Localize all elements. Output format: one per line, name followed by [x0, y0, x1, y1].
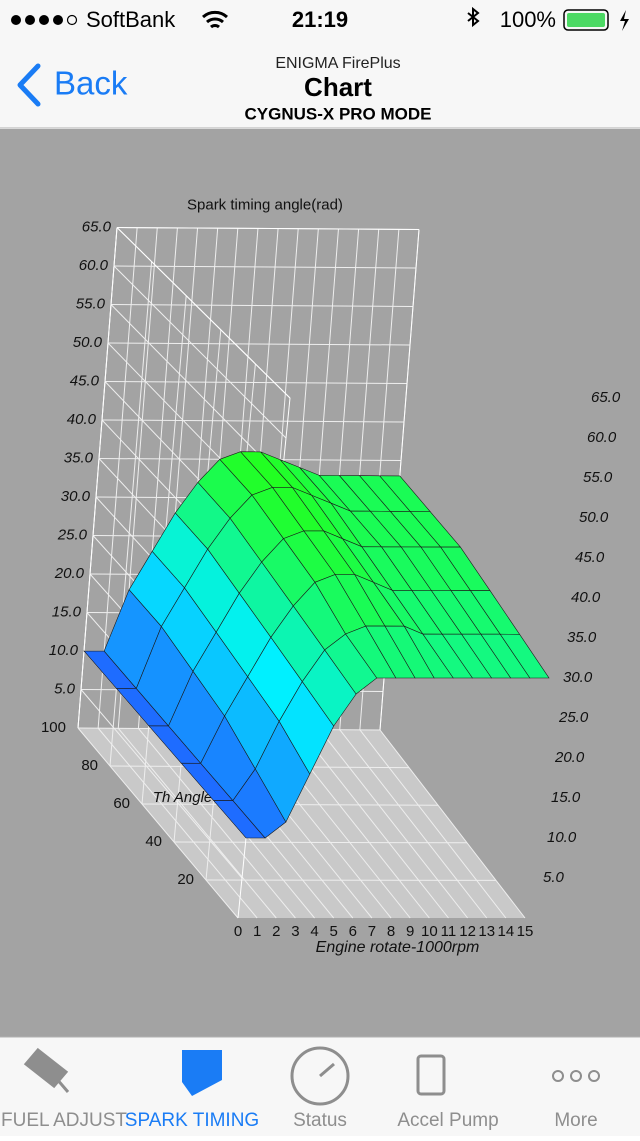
z2-tick-label: 50.0 [579, 509, 609, 526]
x-tick-label: 9 [406, 923, 414, 940]
z2-tick-label: 20.0 [554, 749, 585, 766]
battery-level [567, 13, 605, 27]
x-tick-label: 14 [498, 923, 515, 940]
z-tick-label: 25.0 [57, 526, 88, 543]
status-bar: SoftBank 21:19 100% [11, 7, 629, 32]
x-tick-label: 11 [441, 923, 457, 940]
z-tick-label: 60.0 [79, 257, 109, 274]
carrier: SoftBank [86, 7, 176, 32]
z-tick-label: 10.0 [49, 642, 79, 659]
mode: CYGNUS-X PRO MODE [244, 104, 431, 123]
z-tick-label: 30.0 [61, 488, 91, 505]
z-tick-label: 35.0 [64, 449, 94, 466]
app-name: ENIGMA FirePlus [275, 55, 400, 72]
z-tick-label: 55.0 [76, 295, 106, 312]
x-tick-label: 5 [329, 923, 337, 940]
z-tick-label: 40.0 [67, 411, 97, 428]
y-tick-label: 60 [113, 795, 130, 812]
y-tick-label: 100 [41, 719, 66, 736]
z-tick-label: 20.0 [54, 565, 85, 582]
x-tick-label: 0 [234, 923, 242, 940]
z-tick-label: 50.0 [73, 334, 103, 351]
z-tick-label: 5.0 [54, 680, 76, 697]
z2-tick-label: 35.0 [567, 629, 597, 646]
z2-tick-label: 55.0 [583, 469, 613, 486]
tab-label[interactable]: Accel Pump [397, 1110, 498, 1131]
z2-tick-label: 5.0 [543, 869, 565, 886]
x-axis-title: Engine rotate-1000rpm [316, 939, 480, 956]
z-tick-label: 65.0 [82, 218, 112, 235]
y-tick-label: 40 [145, 833, 162, 850]
z2-tick-label: 65.0 [591, 389, 621, 406]
x-tick-label: 1 [253, 923, 261, 940]
nav-title: Chart [304, 72, 372, 102]
y-tick-label: 80 [81, 757, 98, 774]
tab-label[interactable]: Status [293, 1110, 347, 1131]
z2-tick-label: 30.0 [563, 669, 593, 686]
z-axis-title: Spark timing angle(rad) [187, 196, 343, 213]
back-label[interactable]: Back [54, 65, 128, 102]
tab-label[interactable]: SPARK TIMING [125, 1110, 259, 1131]
z2-tick-label: 15.0 [551, 789, 581, 806]
battery-text: 100% [500, 7, 556, 32]
clock: 21:19 [292, 7, 348, 32]
z2-tick-label: 40.0 [571, 589, 601, 606]
x-tick-label: 2 [272, 923, 280, 940]
x-tick-label: 15 [517, 923, 534, 940]
y-tick-label: 20 [177, 871, 194, 888]
tab-label[interactable]: FUEL ADJUST [1, 1110, 127, 1131]
x-tick-label: 3 [291, 923, 299, 940]
x-tick-label: 8 [387, 923, 395, 940]
x-tick-label: 6 [349, 923, 357, 940]
x-tick-label: 4 [310, 923, 318, 940]
tab-label[interactable]: More [554, 1110, 597, 1131]
z2-tick-label: 25.0 [558, 709, 589, 726]
x-tick-label: 10 [421, 923, 438, 940]
z-tick-label: 45.0 [70, 372, 100, 389]
z2-tick-label: 10.0 [547, 829, 577, 846]
z2-tick-label: 60.0 [587, 429, 617, 446]
x-tick-label: 7 [368, 923, 376, 940]
z2-tick-label: 45.0 [575, 549, 605, 566]
x-tick-label: 12 [459, 923, 476, 940]
z-tick-label: 15.0 [52, 603, 82, 620]
x-tick-label: 13 [478, 923, 495, 940]
